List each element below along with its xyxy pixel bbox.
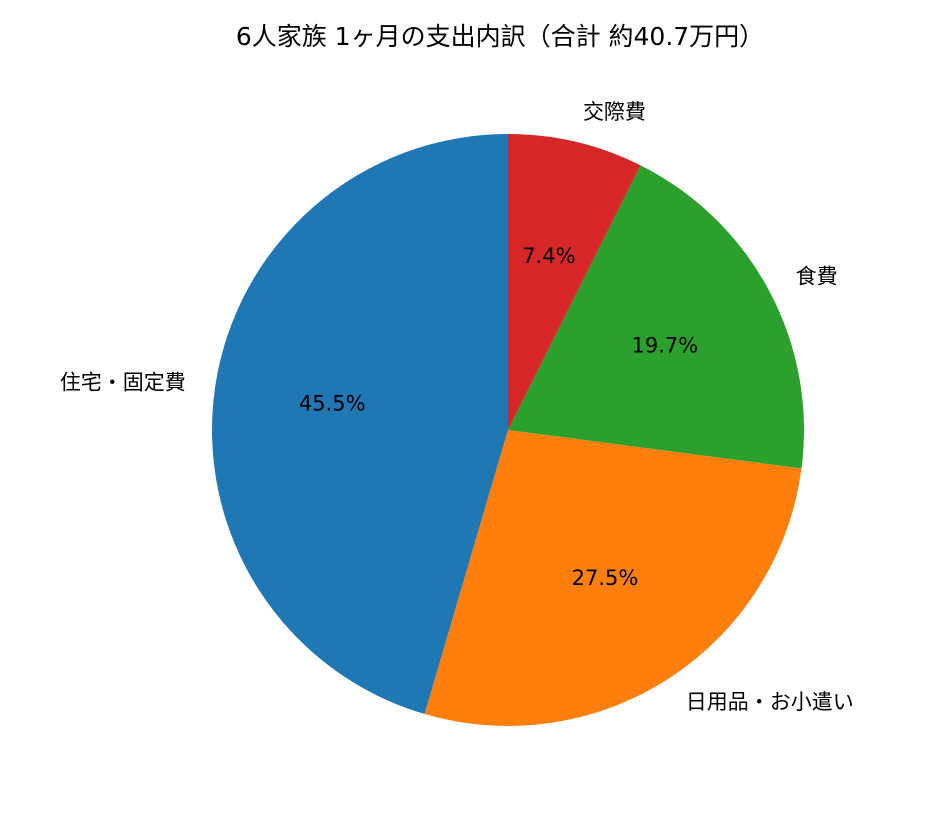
pie-slice bbox=[508, 134, 641, 430]
slice-label: 交際費 bbox=[583, 100, 646, 124]
slice-label: 日用品・お小遣い bbox=[686, 690, 854, 714]
pie-slice bbox=[424, 430, 802, 726]
slice-label: 食費 bbox=[796, 264, 838, 288]
percent-label: 19.7% bbox=[632, 334, 699, 358]
percent-label: 27.5% bbox=[572, 566, 639, 590]
chart-title: 6人家族 1ヶ月の支出内訳（合計 約40.7万円） bbox=[236, 22, 764, 51]
slice-label: 住宅・固定費 bbox=[60, 371, 186, 395]
pie-slice bbox=[508, 165, 804, 469]
percent-label: 45.5% bbox=[299, 392, 366, 416]
percent-label: 7.4% bbox=[522, 244, 575, 268]
pie-slice bbox=[211, 134, 508, 715]
